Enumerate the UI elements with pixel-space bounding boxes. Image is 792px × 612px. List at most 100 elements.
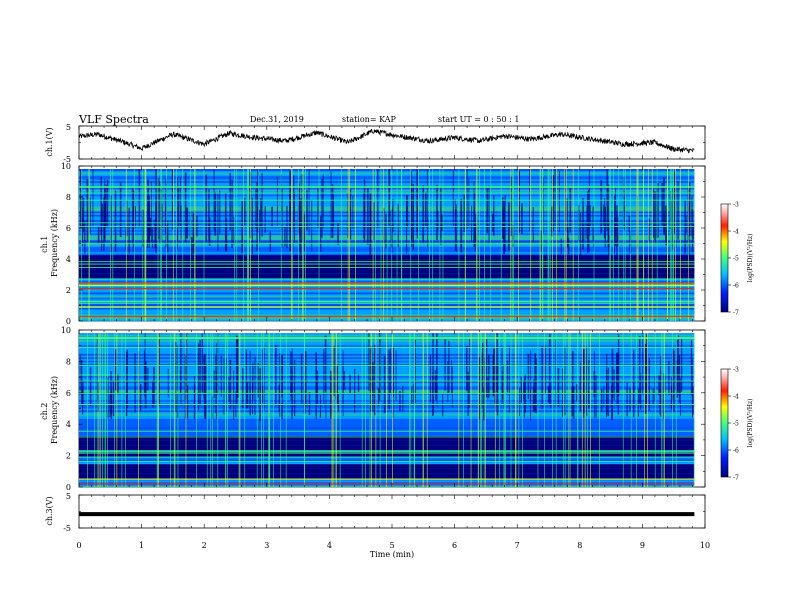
ch2-spectrogram-striation <box>659 388 661 415</box>
ch2-spectrogram-striation <box>225 358 227 412</box>
ch2-spectrogram-ytick-label: 4 <box>66 420 71 429</box>
ch1-spectrogram-striation <box>600 180 603 234</box>
ch1-spectrogram-striation <box>271 206 273 227</box>
ch1-spectrogram-striation <box>532 206 534 243</box>
ch1-spectrogram-striation <box>128 207 130 254</box>
ch2-spectrogram-striation <box>484 357 486 421</box>
ch1-spectrogram-striation <box>82 197 85 233</box>
ch2-spectrogram-striation <box>451 360 453 395</box>
ch2-spectrogram-striation <box>368 333 370 391</box>
ch1-spectrogram-texture-row <box>79 285 695 288</box>
ch1-spectrogram-striation <box>603 197 606 239</box>
ch2-spectrogram-striation <box>626 382 628 417</box>
ch2-spectrogram-striation <box>639 373 642 410</box>
ch1-spectrogram-striation <box>565 169 567 231</box>
ch1-spectrogram-texture-row <box>79 170 695 173</box>
ch1-spectrogram-striation <box>292 211 294 254</box>
ch2-spectrogram-striation <box>193 384 196 419</box>
ch2-spectrogram-striation <box>642 335 644 395</box>
ch1-spectrogram-striation <box>405 194 408 254</box>
colorbar-tick-label: -3 <box>733 367 739 374</box>
ch2-spectrogram-striation <box>544 345 547 394</box>
ch1-spectrogram-striation <box>214 192 217 236</box>
ch2-spectrogram-striation <box>174 342 177 412</box>
ch1-spectrogram-striation <box>317 187 319 228</box>
ch1-spectrogram-low-band <box>79 255 695 260</box>
ch2-spectrogram-striation <box>333 346 335 397</box>
ch2-spectrogram-striation <box>223 358 225 415</box>
ch2-spectrogram-striation <box>488 354 490 398</box>
ch2-spectrogram-striation <box>451 366 453 408</box>
ch1-spectrogram-striation <box>584 222 586 240</box>
ch2-spectrogram-striation <box>429 354 432 403</box>
time-axis-tick-label: 5 <box>389 541 394 550</box>
ch2-spectrogram-channel-label: ch.2 Frequency (kHz) <box>40 376 59 444</box>
ch1-spectrogram-striation <box>410 171 413 241</box>
ch1-spectrogram-striation <box>670 200 672 252</box>
ch2-spectrogram-striation <box>259 368 261 421</box>
ch1-spectrogram-striation <box>692 223 694 240</box>
ch2-spectrogram-striation <box>533 379 535 413</box>
ch2-spectrogram-striation <box>557 367 560 407</box>
ch1-spectrogram-striation <box>580 212 582 256</box>
ch2-spectrogram-striation <box>576 384 578 402</box>
ch1-spectrogram-ytick-label: 6 <box>66 224 71 233</box>
ch1-spectrogram-striation <box>261 173 263 237</box>
ch1-spectrogram-texture-row <box>79 182 695 185</box>
ch2-spectrogram-striation <box>281 355 283 397</box>
ch1-spectrogram-striation <box>159 181 161 244</box>
ch1-ytick-bottom: -5 <box>63 155 71 164</box>
ch1-spectrogram-striation <box>196 215 198 237</box>
ch1-spectrogram-striation <box>132 189 135 253</box>
ch1-spectrogram-texture-row <box>79 250 695 253</box>
ch1-spectrogram-striation <box>157 178 160 240</box>
ch1-spectrogram-texture-row <box>79 196 695 199</box>
ch1-spectrogram-striation <box>648 218 650 241</box>
ch1-spectrogram-striation <box>521 203 523 234</box>
ch1-spectrogram-striation <box>294 192 296 244</box>
ch2-spectrogram-striation <box>593 371 596 398</box>
time-axis-tick-label: 3 <box>264 541 269 550</box>
ch2-spectrogram-striation <box>392 383 394 419</box>
time-axis-tick-label: 1 <box>139 541 144 550</box>
ch1-spectrogram-striation <box>191 236 193 256</box>
ch1-spectrogram-striation <box>510 176 512 237</box>
ch1-spectrogram-striation <box>456 204 458 252</box>
ch1-spectrogram-striation <box>475 213 477 243</box>
ch2-spectrogram-striation <box>588 359 590 396</box>
ch2-spectrogram-striation <box>236 336 239 398</box>
ch1-spectrogram-striation <box>586 191 589 254</box>
ch1-spectrogram-striation <box>256 181 258 251</box>
ch2-spectrogram-striation <box>316 370 319 404</box>
colorbar-tick-label: -5 <box>733 421 739 428</box>
ch1-spectrogram-striation <box>504 195 506 252</box>
ch2-spectrogram-striation <box>242 368 244 409</box>
ch2-spectrogram-striation <box>319 394 322 418</box>
ch2-spectrogram-striation <box>680 338 683 392</box>
ch2-spectrogram-striation <box>114 349 117 391</box>
ch1-spectrogram-striation <box>269 231 272 252</box>
ch2-spectrogram-striation <box>305 350 307 407</box>
ch1-spectrogram-texture-row <box>79 180 695 183</box>
ch1-spectrogram-striation <box>454 209 457 251</box>
ch1-spectrogram-striation <box>554 169 556 228</box>
ch1-spectrogram-striation <box>286 206 288 249</box>
ch1-spectrogram-ytick-label: 0 <box>66 317 71 326</box>
ch2-spectrogram-striation <box>478 357 481 420</box>
ch2-spectrogram-striation <box>336 365 338 406</box>
ch1-spectrogram-striation <box>518 170 520 233</box>
ch1-spectrogram-striation <box>391 209 393 234</box>
ch1-voltage-frame <box>78 125 706 160</box>
ch2-spectrogram-striation <box>204 364 207 419</box>
ch1-spectrogram-texture-row <box>79 194 695 197</box>
ch1-spectrogram-striation <box>208 189 210 241</box>
ch1-spectrogram-texture-row <box>79 192 695 195</box>
ch2-spectrogram-striation <box>549 383 552 409</box>
ch2-spectrogram-striation <box>579 362 581 390</box>
ch2-spectrogram-striation <box>158 337 160 406</box>
ch1-spectrogram-striation <box>427 217 429 248</box>
ch1-spectrogram-image <box>79 169 695 322</box>
ch2-spectrogram-striation <box>379 333 381 401</box>
ch1-spectrogram-striation <box>86 179 89 242</box>
ch2-spectrogram-striation <box>308 392 311 416</box>
